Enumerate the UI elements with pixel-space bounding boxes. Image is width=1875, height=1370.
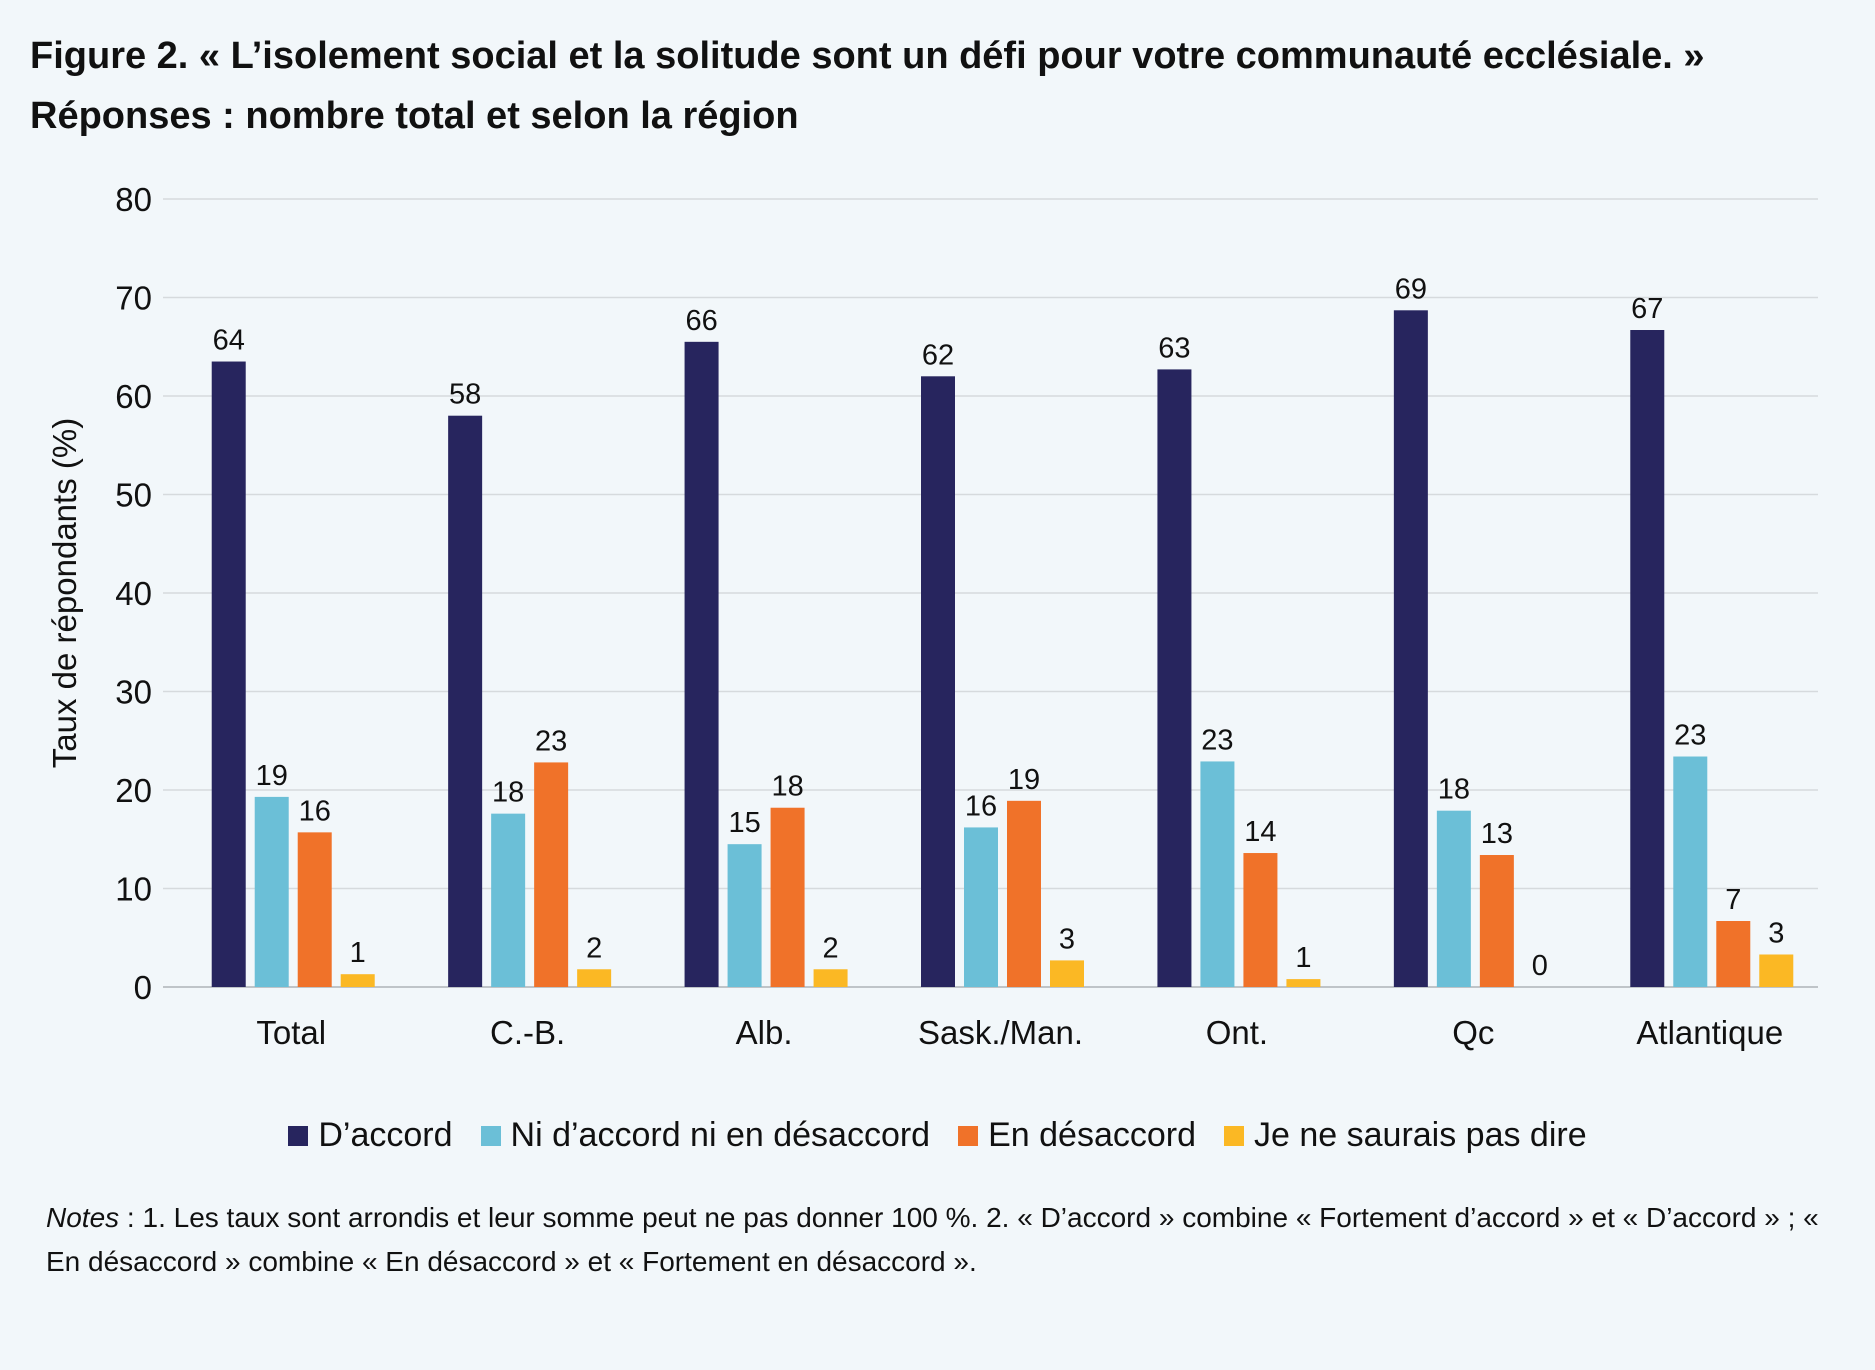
data-label: 64 (213, 325, 245, 357)
data-label: 1 (1295, 942, 1311, 974)
bar (1200, 761, 1235, 987)
y-tick-label: 30 (115, 674, 152, 711)
bar (1393, 310, 1428, 987)
bar (921, 376, 955, 987)
legend-swatch (958, 1125, 979, 1146)
bar (770, 807, 805, 987)
bar (211, 361, 246, 987)
bar (1630, 330, 1665, 987)
notes-label: Notes (46, 1202, 120, 1233)
legend-label: Je ne saurais pas dire (1254, 1116, 1587, 1154)
x-tick-label: Total (256, 1014, 326, 1051)
data-label: 66 (685, 305, 717, 337)
data-label: 23 (535, 725, 567, 757)
notes-text: : 1. Les taux sont arrondis et leur somm… (46, 1202, 1819, 1277)
legend-swatch (288, 1125, 309, 1146)
legend-label: Ni d’accord ni en désaccord (510, 1116, 931, 1154)
x-tick-label: Atlantique (1636, 1014, 1783, 1051)
data-label: 14 (1244, 816, 1276, 848)
x-tick-label: Ont. (1206, 1014, 1268, 1051)
legend-label: En désaccord (988, 1116, 1196, 1154)
bar (1759, 954, 1794, 987)
chart-title: Figure 2. « L’isolement social et la sol… (30, 26, 1705, 146)
bar (534, 762, 569, 987)
data-label: 1 (350, 937, 366, 969)
legend-swatch (1224, 1125, 1244, 1146)
data-label: 69 (1395, 273, 1427, 305)
y-tick-label: 10 (115, 871, 152, 908)
bar (684, 341, 719, 987)
x-tick-label: Qc (1452, 1014, 1494, 1051)
data-label: 23 (1201, 724, 1233, 756)
legend-item: D’accord (288, 1116, 453, 1155)
y-axis-ticks: 0 10 20 30 40 50 60 70 80 (115, 181, 152, 1006)
data-label: 18 (1438, 774, 1470, 806)
title-line-2: Réponses : nombre total et selon la régi… (30, 95, 799, 137)
data-label: 18 (771, 771, 803, 803)
bar (491, 813, 526, 987)
bar (577, 969, 612, 987)
legend-swatch (480, 1125, 501, 1146)
bar (1673, 756, 1708, 987)
data-label: 67 (1631, 293, 1663, 325)
data-label: 7 (1725, 884, 1741, 916)
y-tick-label: 60 (115, 378, 152, 415)
y-tick-label: 70 (115, 280, 152, 317)
bar (727, 844, 762, 987)
bar (1050, 960, 1084, 987)
y-tick-label: 40 (115, 575, 152, 612)
bar (254, 796, 289, 987)
data-label: 63 (1158, 332, 1190, 364)
notes: Notes : 1. Les taux sont arrondis et leu… (46, 1196, 1836, 1284)
legend-item: En désaccord (958, 1116, 1196, 1155)
data-label: 2 (586, 932, 602, 964)
bars: 64 19 16 1 58 18 23 2 66 15 18 2 62 16 19 3 63 23 14 1 69 18 1… (211, 273, 1794, 987)
data-label: 15 (728, 807, 760, 839)
bar (964, 827, 998, 987)
data-label: 19 (256, 760, 288, 792)
bar (1243, 853, 1278, 987)
x-axis-ticks: Total C.-B. Alb. Sask./Man. Ont. Qc Atlantique (256, 1014, 1783, 1051)
y-axis-label: Taux de répondants (%) (46, 418, 83, 768)
data-label: 16 (965, 790, 997, 822)
legend-item: Ni d’accord ni en désaccord (480, 1116, 931, 1155)
y-tick-label: 20 (115, 772, 152, 809)
bar (1436, 810, 1471, 987)
data-label: 3 (1059, 923, 1075, 955)
x-tick-label: C.-B. (490, 1014, 565, 1051)
y-tick-label: 50 (115, 477, 152, 514)
data-label: 13 (1481, 818, 1513, 850)
grid-lines (163, 198, 1818, 988)
bar (448, 415, 483, 987)
data-label: 0 (1532, 950, 1548, 982)
y-tick-label: 80 (115, 181, 152, 218)
bar (1479, 855, 1514, 987)
bar (1157, 369, 1192, 987)
data-label: 2 (823, 932, 839, 964)
data-label: 16 (299, 795, 331, 827)
bar (340, 974, 375, 987)
data-label: 62 (922, 339, 954, 371)
data-label: 3 (1768, 917, 1784, 949)
bar (1286, 979, 1321, 987)
data-label: 58 (449, 379, 481, 411)
x-tick-label: Sask./Man. (918, 1014, 1083, 1051)
title-line-1: Figure 2. « L’isolement social et la sol… (30, 35, 1705, 77)
legend-item: Je ne saurais pas dire (1224, 1116, 1587, 1155)
bar (1716, 921, 1751, 987)
x-tick-label: Alb. (736, 1014, 793, 1051)
data-label: 23 (1674, 720, 1706, 752)
legend-label: D’accord (318, 1116, 453, 1154)
bar (813, 969, 848, 987)
data-label: 18 (492, 777, 524, 809)
bar (1007, 800, 1041, 987)
legend: D’accord Ni d’accord ni en désaccord En dé… (0, 1116, 1875, 1155)
data-label: 19 (1008, 764, 1040, 796)
y-tick-label: 0 (134, 969, 152, 1006)
bar (297, 832, 332, 987)
